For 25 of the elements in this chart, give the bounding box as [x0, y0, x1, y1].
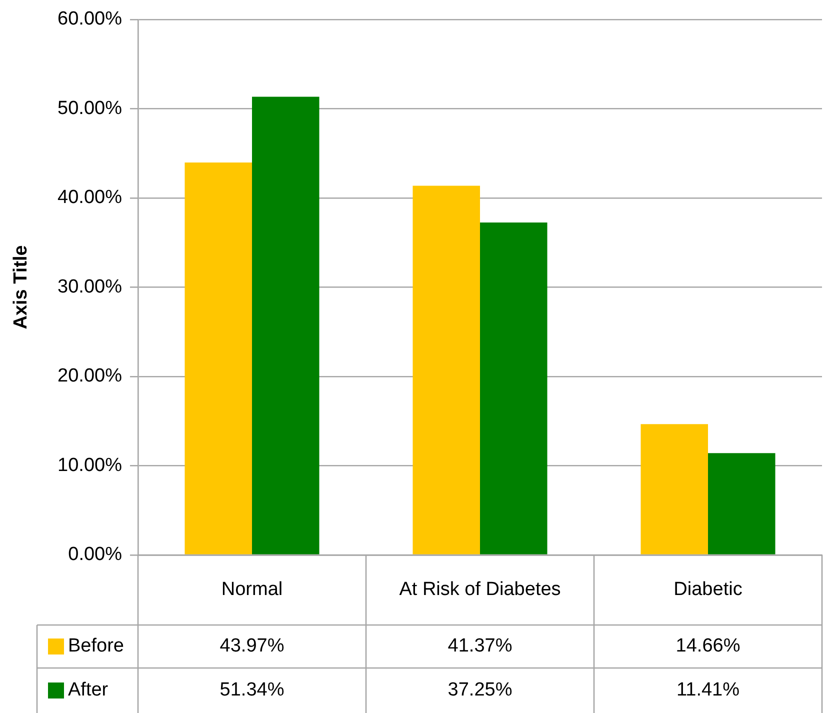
legend-label: Before	[68, 636, 124, 657]
data-label: 11.41%	[676, 680, 740, 701]
x-tick-label: At Risk of Diabetes	[399, 579, 561, 600]
data-label: 43.97%	[220, 636, 284, 657]
y-tick-label: 10.00%	[58, 454, 122, 476]
bar	[640, 424, 708, 554]
y-tick-label: 40.00%	[58, 187, 122, 208]
legend-label: After	[68, 680, 109, 701]
y-axis-title: Axis Title	[10, 245, 32, 330]
bar	[708, 453, 776, 554]
y-tick-label: 20.00%	[58, 366, 122, 387]
data-label: 14.66%	[676, 636, 740, 657]
bar	[252, 96, 320, 554]
data-label: 51.34%	[220, 680, 284, 701]
bar	[184, 162, 252, 554]
data-label: 37.25%	[448, 680, 512, 701]
x-tick-label: Diabetic	[674, 579, 742, 600]
bar	[480, 222, 548, 554]
y-tick-label: 30.00%	[58, 276, 122, 298]
y-tick-label: 50.00%	[58, 98, 122, 119]
y-tick-label: 0.00%	[68, 544, 122, 566]
bar	[412, 186, 480, 554]
data-label: 41.37%	[448, 636, 512, 657]
y-tick-label: 60.00%	[58, 8, 122, 30]
x-tick-label: Normal	[221, 579, 283, 600]
